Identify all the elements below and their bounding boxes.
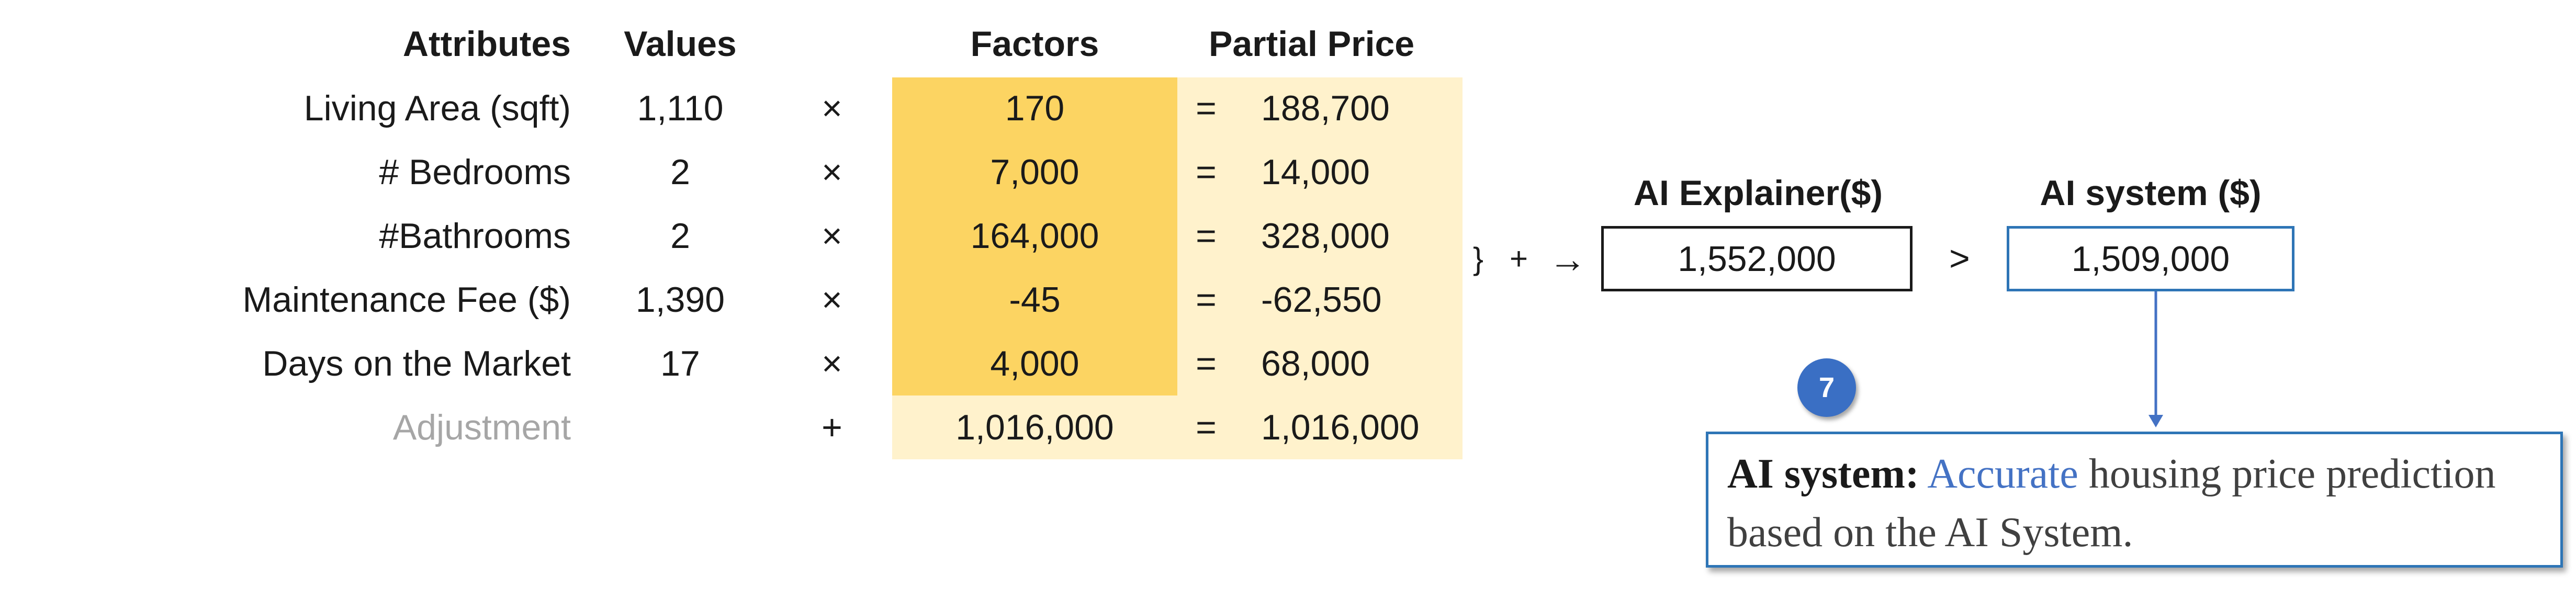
row-value: 2 (670, 216, 690, 256)
adjustment-label: Adjustment (392, 408, 571, 447)
row-attribute: Days on the Market (262, 344, 571, 383)
row-factor: 164,000 (970, 216, 1099, 256)
row-attribute: Living Area (sqft) (303, 88, 571, 128)
adjustment-factor-fill (892, 395, 1177, 459)
connector-arrow (2148, 291, 2163, 427)
ai-system-title: AI system ($) (2040, 173, 2262, 213)
explainer-value: 1,552,000 (1678, 239, 1836, 279)
multiply-symbol: × (822, 88, 842, 128)
row-factor: -45 (1009, 280, 1061, 320)
multiply-symbol: × (822, 344, 842, 383)
multiply-symbol: × (822, 216, 842, 256)
callout-text: housing price prediction based on the AI… (1727, 451, 2496, 556)
row-partial-price: 188,700 (1261, 88, 1390, 128)
row-value: 17 (660, 344, 700, 383)
step-badge: 7 (1797, 358, 1856, 417)
greater-than-symbol: > (1949, 239, 1970, 278)
row-value: 1,110 (637, 88, 724, 128)
header-values: Values (624, 24, 737, 64)
explainer-value-box: 1,552,000 (1601, 226, 1913, 291)
equals-symbol: = (1196, 216, 1217, 256)
row-partial-price: -62,550 (1261, 280, 1382, 320)
row-partial-price: 68,000 (1261, 344, 1370, 383)
row-attribute: #Bathrooms (379, 216, 571, 256)
equals-symbol: = (1196, 280, 1217, 320)
adjustment-factor: 1,016,000 (955, 408, 1114, 447)
right-arrow-icon: → (1549, 239, 1587, 280)
row-value: 1,390 (635, 280, 725, 320)
row-attribute: # Bedrooms (379, 152, 571, 192)
callout-accent: Accurate (1927, 451, 2078, 497)
callout-box: AI system: Accurate housing price predic… (1706, 432, 2563, 568)
row-factor: 170 (1005, 88, 1065, 128)
ai-system-value-box: 1,509,000 (2007, 226, 2294, 291)
ai-system-value: 1,509,000 (2071, 239, 2230, 279)
sum-plus-symbol: + (1510, 241, 1528, 276)
equals-symbol: = (1196, 152, 1217, 192)
header-attributes: Attributes (402, 24, 571, 64)
header-partial-price: Partial Price (1209, 24, 1415, 64)
row-factor: 7,000 (990, 152, 1079, 192)
row-factor: 4,000 (990, 344, 1079, 383)
row-attribute: Maintenance Fee ($) (242, 280, 571, 320)
equals-symbol: = (1196, 88, 1217, 128)
callout-bold: AI system: (1727, 451, 1919, 497)
multiply-symbol: × (822, 152, 842, 192)
multiply-symbol: × (822, 280, 842, 320)
brace-symbol: } (1473, 241, 1484, 276)
adjustment-partial-price: 1,016,000 (1261, 408, 1420, 447)
row-partial-price: 14,000 (1261, 152, 1370, 192)
factors-column-fill (892, 77, 1177, 395)
row-partial-price: 328,000 (1261, 216, 1390, 256)
partial-price-column-fill (1177, 77, 1463, 459)
plus-symbol: + (822, 408, 842, 447)
equals-symbol: = (1196, 408, 1217, 447)
row-value: 2 (670, 152, 690, 192)
header-factors: Factors (970, 24, 1099, 64)
explainer-title: AI Explainer($) (1633, 173, 1883, 213)
equals-symbol: = (1196, 344, 1217, 383)
